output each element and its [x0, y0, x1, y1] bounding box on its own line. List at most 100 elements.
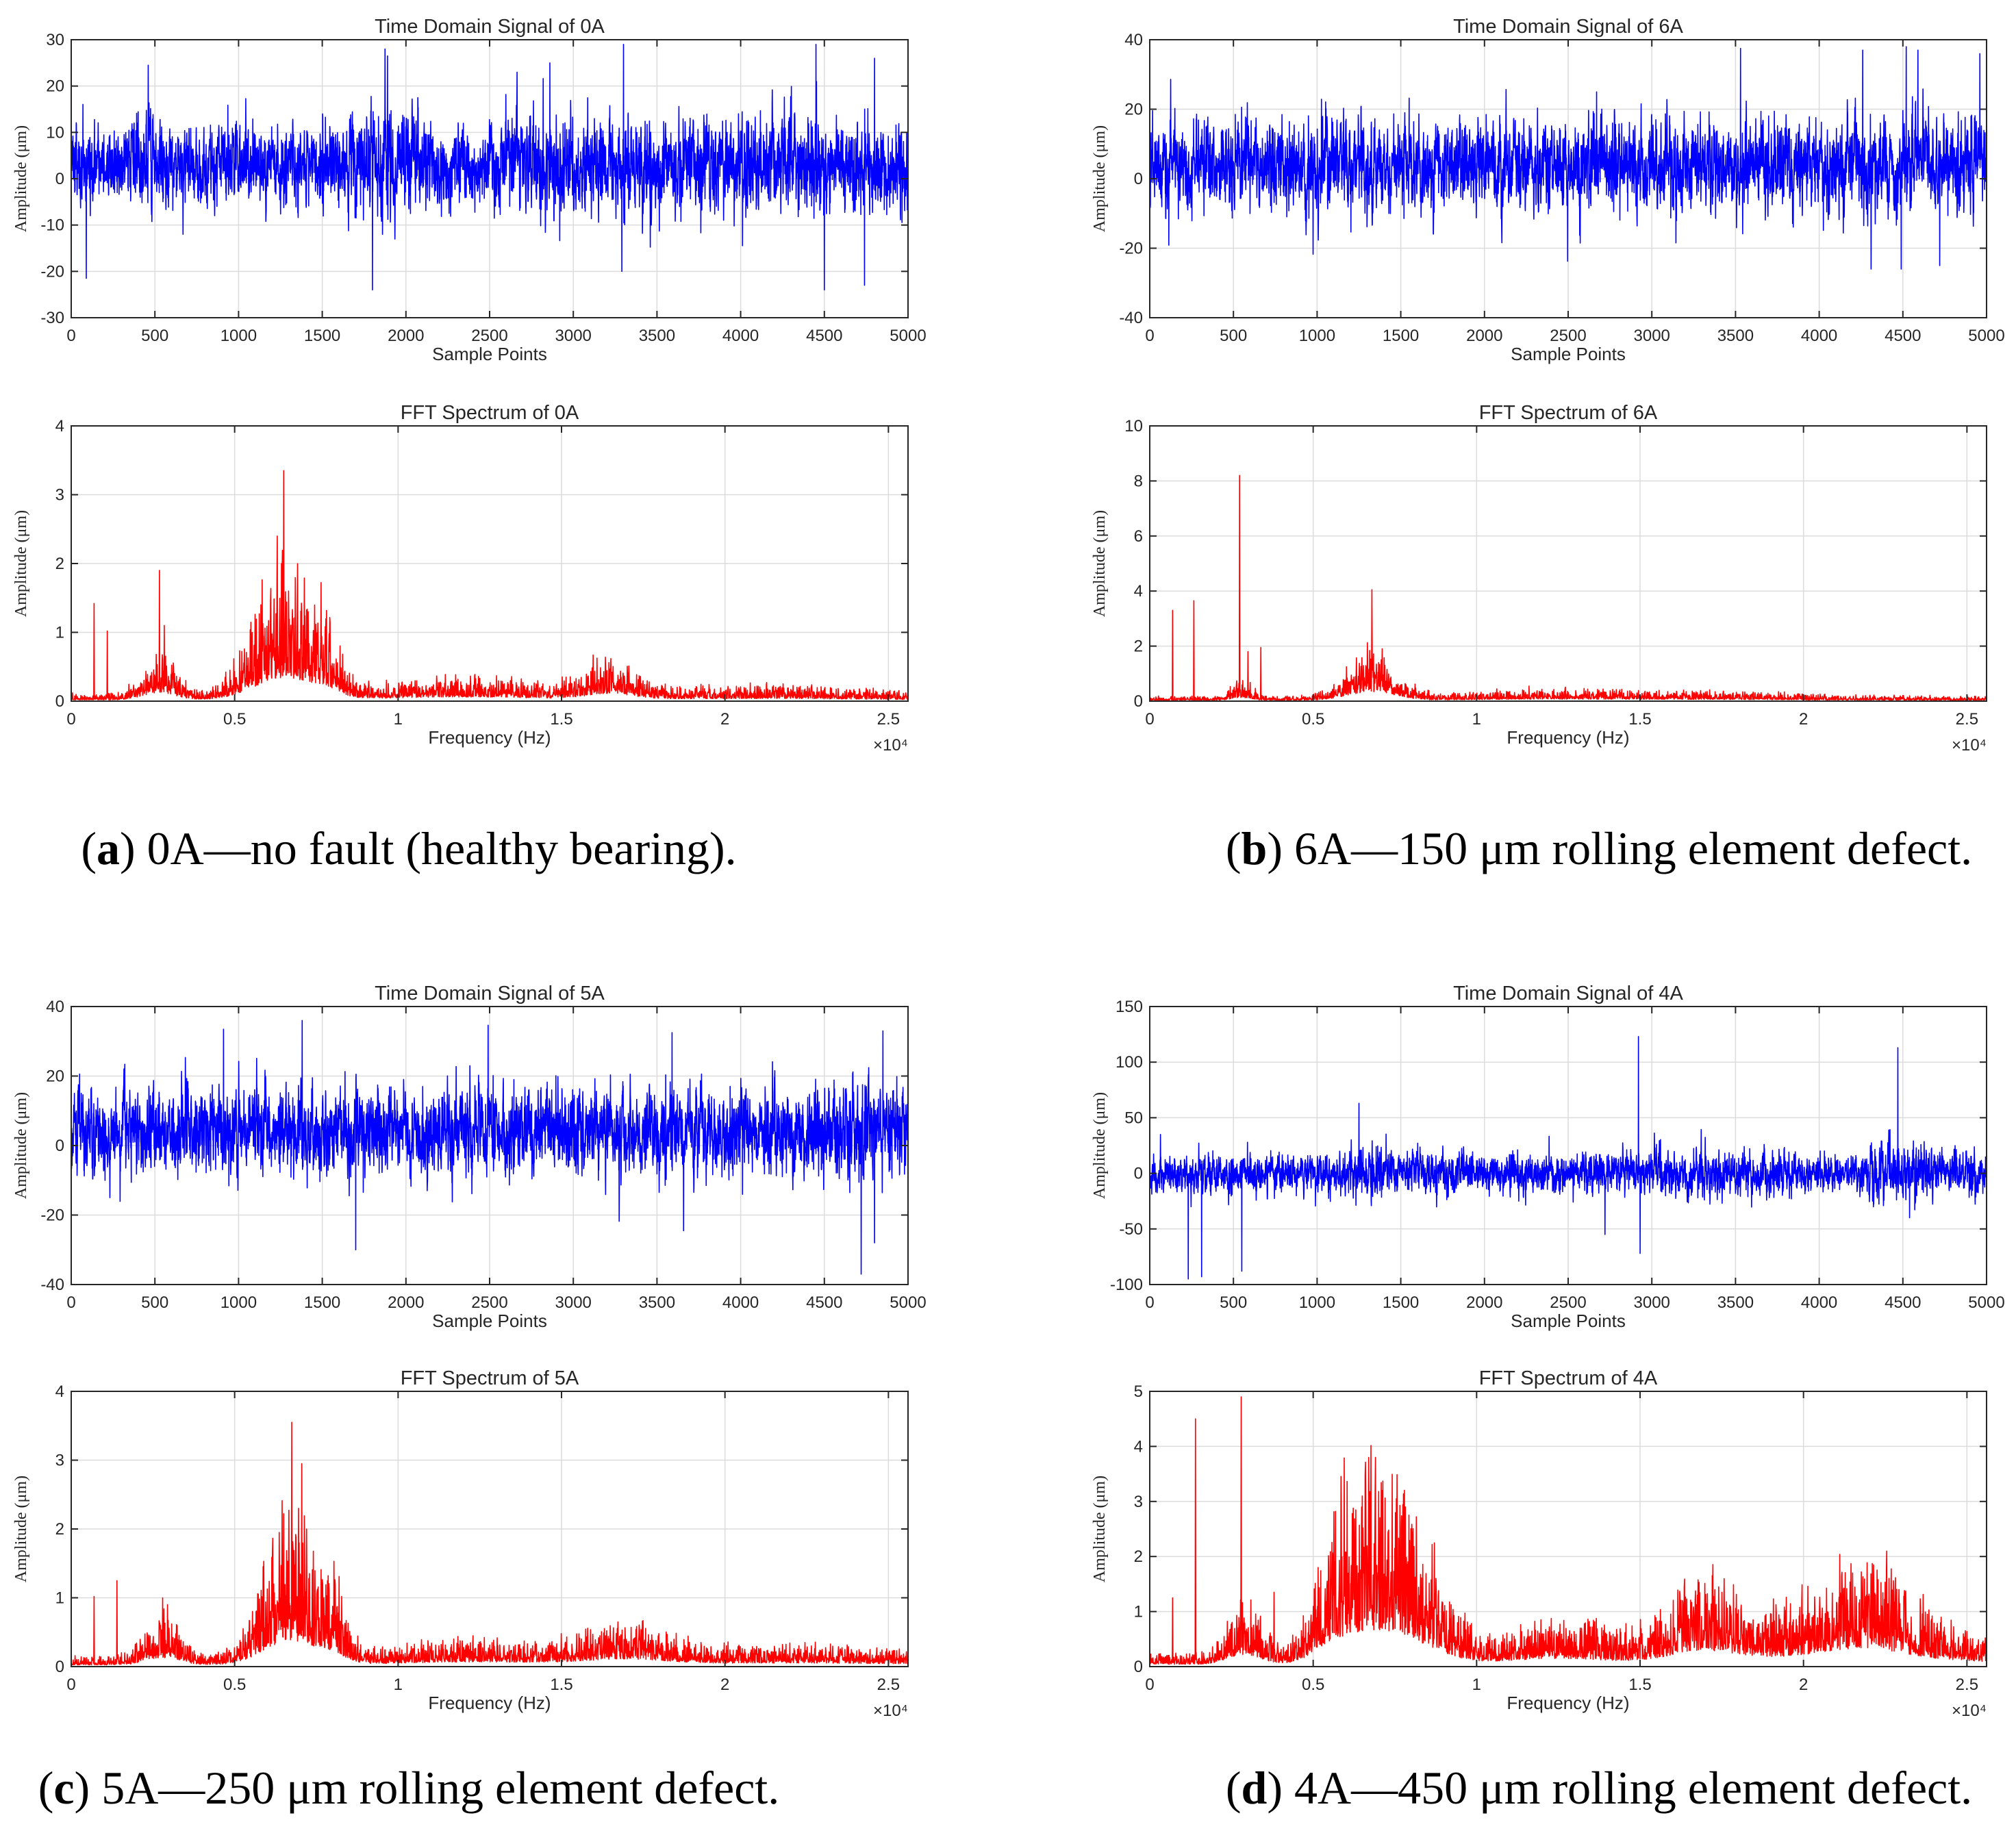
b-time-ytick-label-4: 40 [1124, 31, 1143, 49]
b-time-x-axis: 0 500 1000 1500 2000 2500 3000 3500 4000 4500 5000 [1145, 40, 2005, 345]
b-fft-grid [1150, 426, 1987, 701]
d-time-xtick-label-9: 4500 [1885, 1293, 1921, 1312]
caption-a-letter: a [97, 822, 120, 874]
c-fft-xtick-label-5: 2.5 [877, 1676, 900, 1694]
b-fft-xtick-label-5: 2.5 [1956, 710, 1978, 729]
caption-b: (b) 6A—150 μm rolling element defect. [1226, 822, 1972, 874]
b-fft-xtick-label-1: 0.5 [1302, 710, 1324, 729]
c-time-xtick-label-3: 1500 [304, 1293, 340, 1312]
b-fft-ytick-label-0: 0 [1134, 692, 1143, 711]
caption-a-text: 0A—no fault (healthy bearing). [136, 822, 737, 874]
c-time-xtick-label-6: 3000 [555, 1293, 592, 1312]
b-time-xtick-label-2: 1000 [1299, 327, 1335, 345]
b-time-xlabel: Sample Points [1511, 344, 1626, 364]
c-time-ytick-label-4: 40 [46, 998, 64, 1016]
d-fft-axes-box [1149, 1391, 1987, 1667]
b-fft-ytick-label-3: 6 [1134, 527, 1143, 546]
a-time-y-axis: -30 -20 -10 0 10 20 30 [40, 31, 908, 327]
c-fft-x-axis: 0 0.5 1 1.5 2 2.5 [66, 1391, 900, 1694]
a-fft-xtick-label-5: 2.5 [877, 710, 900, 729]
b-time-xtick-label-0: 0 [1145, 327, 1154, 345]
a-time-ytick-label-1: -20 [40, 262, 64, 281]
d-fft-x-exponent: ×10⁴ [1952, 1702, 1987, 1720]
a-time-ytick-label-0: -30 [40, 309, 64, 327]
b-fft-x-axis: 0 0.5 1 1.5 2 2.5 [1145, 426, 1978, 729]
b-fft-plot-area [1150, 426, 1987, 701]
b-time-xtick-label-10: 5000 [1968, 327, 2004, 345]
d-time-xtick-label-8: 4000 [1801, 1293, 1837, 1312]
a-time-xtick-label-0: 0 [66, 327, 75, 345]
d-time-ytick-label-2: 0 [1134, 1165, 1143, 1183]
b-time-xtick-label-6: 3000 [1634, 327, 1670, 345]
a-time-xtick-label-10: 5000 [890, 327, 926, 345]
chart-b-time: 0 500 1000 1500 2000 2500 3000 3500 4000 4500 5000… [1091, 16, 2005, 364]
d-fft-y-axis: 0 1 2 3 4 5 [1134, 1382, 1987, 1676]
d-fft-ytick-label-3: 3 [1134, 1493, 1143, 1511]
d-time-xlabel: Sample Points [1511, 1311, 1626, 1331]
a-time-xlabel: Sample Points [432, 344, 547, 364]
d-fft-ytick-label-2: 2 [1134, 1547, 1143, 1566]
c-time-xtick-label-7: 3500 [639, 1293, 675, 1312]
b-fft-ytick-label-2: 4 [1134, 582, 1143, 600]
a-time-xtick-label-4: 2000 [388, 327, 424, 345]
a-time-xtick-label-3: 1500 [304, 327, 340, 345]
d-fft-ytick-label-0: 0 [1134, 1658, 1143, 1676]
c-fft-series-line [71, 1421, 909, 1666]
b-time-xtick-label-1: 500 [1220, 327, 1247, 345]
c-time-series-line [71, 1020, 909, 1275]
a-time-ytick-label-5: 20 [46, 77, 64, 96]
b-time-xtick-label-5: 2500 [1550, 327, 1586, 345]
b-time-ytick-label-0: -40 [1119, 309, 1143, 327]
a-fft-ytick-label-2: 2 [55, 555, 64, 573]
d-fft-xtick-label-3: 1.5 [1628, 1676, 1651, 1694]
c-time-ylabel: Amplitude (μm) [12, 1092, 30, 1199]
c-fft-xlabel: Frequency (Hz) [428, 1693, 551, 1713]
b-time-xtick-label-8: 4000 [1801, 327, 1837, 345]
b-time-ytick-label-2: 0 [1134, 170, 1143, 188]
c-fft-xtick-label-1: 0.5 [223, 1676, 246, 1694]
d-time-ytick-label-0: -100 [1110, 1276, 1143, 1294]
caption-c: (c) 5A—250 μm rolling element defect. [38, 1762, 780, 1814]
b-fft-x-exponent: ×10⁴ [1952, 736, 1987, 755]
b-time-xtick-label-4: 2000 [1466, 327, 1502, 345]
a-time-xtick-label-6: 3000 [555, 327, 592, 345]
b-time-ytick-label-1: -20 [1119, 240, 1143, 258]
b-time-ytick-label-3: 20 [1124, 101, 1143, 119]
chart-c-time: 0 500 1000 1500 2000 2500 3000 3500 4000 4500 5000… [12, 983, 927, 1331]
chart-b-fft: 0 0.5 1 1.5 2 2.5 0 2 4 6 8 10 ×10⁴ FFT Spectrum of 6… [1091, 402, 1987, 755]
c-fft-ylabel: Amplitude (μm) [12, 1476, 30, 1582]
a-time-series-line [71, 43, 909, 291]
a-time-xtick-label-7: 3500 [639, 327, 675, 345]
c-time-ytick-label-2: 0 [55, 1137, 64, 1155]
d-time-ylabel: Amplitude (μm) [1091, 1092, 1109, 1199]
c-time-xtick-label-9: 4500 [806, 1293, 842, 1312]
c-fft-title: FFT Spectrum of 5A [401, 1367, 579, 1389]
a-fft-xlabel: Frequency (Hz) [428, 727, 551, 748]
d-fft-xtick-label-1: 0.5 [1302, 1676, 1324, 1694]
d-time-xtick-label-10: 5000 [1968, 1293, 2004, 1312]
c-time-xlabel: Sample Points [432, 1311, 547, 1331]
d-fft-series-line [1149, 1396, 1987, 1665]
d-fft-ytick-label-5: 5 [1134, 1382, 1143, 1401]
a-time-ytick-label-6: 30 [46, 31, 64, 49]
a-fft-xtick-label-4: 2 [720, 710, 729, 729]
c-fft-xtick-label-3: 1.5 [550, 1676, 572, 1694]
a-time-ytick-label-3: 0 [55, 170, 64, 188]
a-fft-x-exponent: ×10⁴ [873, 736, 908, 755]
d-time-ytick-label-4: 100 [1116, 1053, 1143, 1072]
d-time-xtick-label-4: 2000 [1466, 1293, 1502, 1312]
captions-group: (a) 0A—no fault (healthy bearing). (b) 6… [38, 822, 1972, 1814]
b-time-xtick-label-9: 4500 [1885, 327, 1921, 345]
a-fft-ytick-label-0: 0 [55, 692, 64, 711]
d-fft-title: FFT Spectrum of 4A [1479, 1367, 1658, 1389]
d-fft-xlabel: Frequency (Hz) [1507, 1693, 1629, 1713]
d-fft-ytick-label-4: 4 [1134, 1437, 1143, 1456]
c-time-ytick-label-1: -20 [40, 1206, 64, 1225]
b-fft-xtick-label-2: 1 [1472, 710, 1481, 729]
c-time-xtick-label-1: 500 [141, 1293, 168, 1312]
b-fft-y-axis: 0 2 4 6 8 10 [1124, 417, 1987, 711]
a-fft-xtick-label-1: 0.5 [223, 710, 246, 729]
c-fft-grid [71, 1391, 908, 1667]
a-time-title: Time Domain Signal of 0A [375, 16, 605, 38]
